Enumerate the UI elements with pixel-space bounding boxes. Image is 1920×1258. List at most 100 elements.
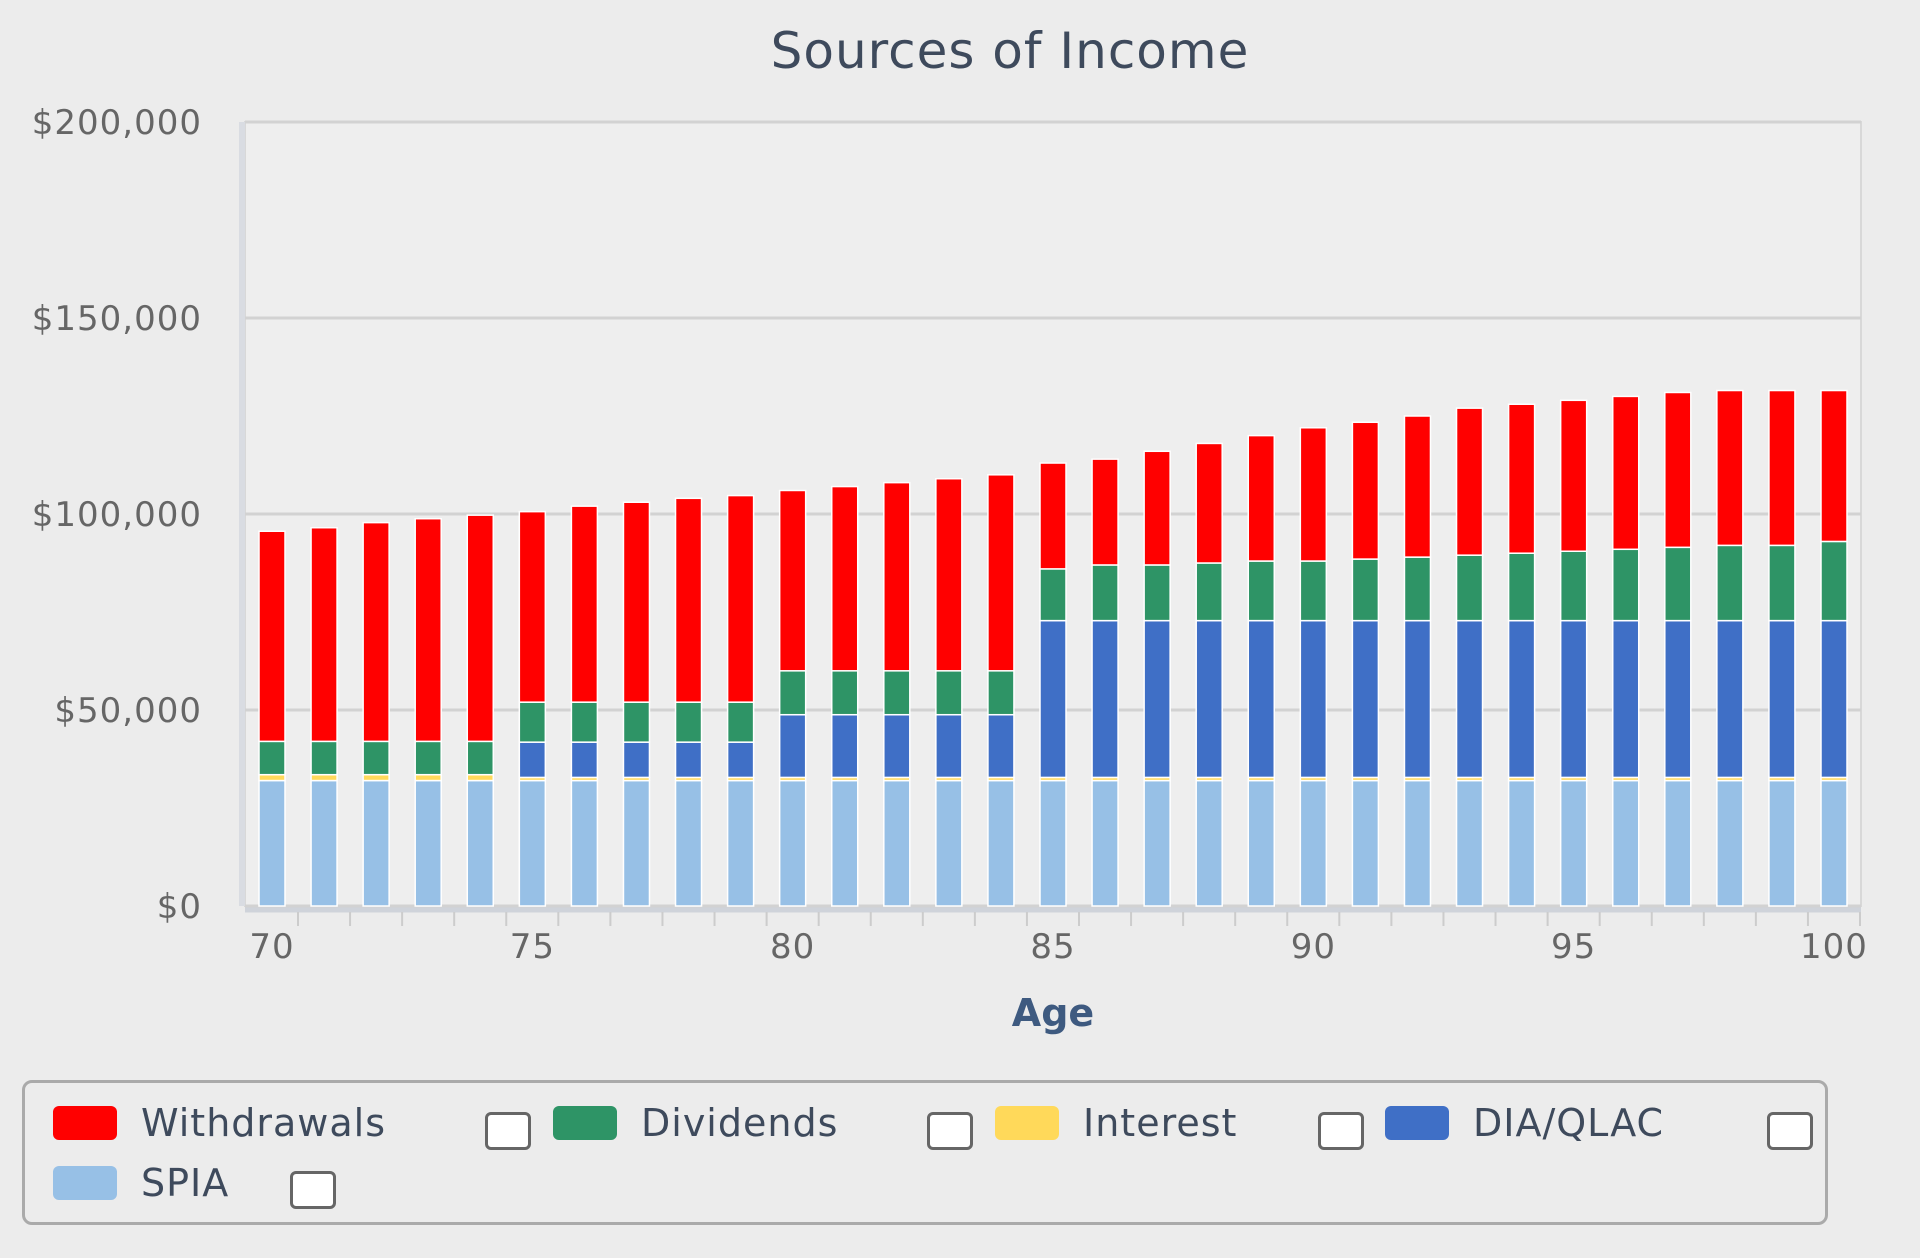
bar-segment-dia-qlac-98 (1716, 619, 1744, 779)
bar-segment-spia-96 (1611, 779, 1640, 907)
dia-qlac-checkbox[interactable] (1767, 1112, 1813, 1150)
interest-checkbox[interactable] (1318, 1112, 1364, 1150)
bar-segment-withdrawals-81 (830, 485, 859, 672)
bar-segment-dividends-76 (570, 701, 599, 743)
bar-segment-dia-qlac-96 (1611, 619, 1640, 779)
bar-segment-dividends-81 (830, 670, 859, 716)
bar-segment-interest-74 (466, 773, 495, 782)
bar-segment-dividends-92 (1403, 556, 1432, 622)
bar-segment-dia-qlac-84 (987, 713, 1015, 779)
legend-label: Withdrawals (141, 1101, 387, 1145)
bar-segment-dia-qlac-95 (1559, 619, 1588, 779)
y-tick-label: $50,000 (54, 691, 202, 731)
bar-segment-withdrawals-74 (466, 514, 495, 743)
bar-segment-interest-72 (362, 773, 390, 782)
legend-item-withdrawals[interactable]: Withdrawals (53, 1101, 386, 1145)
x-tick-label: 80 (770, 927, 815, 967)
bar-segment-dividends-72 (362, 740, 390, 776)
y-tick-label: $150,000 (32, 299, 202, 339)
bar-segment-spia-90 (1299, 779, 1328, 907)
bar-segment-dia-qlac-94 (1507, 619, 1536, 779)
legend: Withdrawals Dividends Interest DIA/QLAC … (22, 1080, 1828, 1225)
legend-label: Interest (1083, 1101, 1238, 1145)
bar-segment-withdrawals-77 (622, 501, 651, 703)
bar-segment-dia-qlac-83 (935, 713, 963, 779)
bar-segment-dia-qlac-97 (1664, 619, 1692, 779)
income-chart: $0 $50,000 $100,000 $150,000 $200,000 70 75 80 8… (32, 103, 1867, 1035)
bar-segment-dividends-94 (1507, 552, 1536, 622)
bar-segment-spia-94 (1507, 779, 1536, 907)
y-tick-label: $0 (157, 887, 202, 927)
bar-segment-dividends-96 (1611, 548, 1640, 622)
bar-segment-withdrawals-89 (1247, 434, 1276, 562)
bar-segment-dividends-80 (778, 670, 807, 716)
bar-segment-withdrawals-75 (518, 510, 547, 703)
bar-segment-dia-qlac-82 (883, 713, 911, 779)
bar-segment-dividends-89 (1247, 560, 1276, 622)
bar-segment-dia-qlac-78 (674, 741, 703, 779)
bar-segment-spia-73 (414, 779, 442, 907)
bar-segment-dividends-77 (622, 701, 651, 743)
bar-segment-spia-97 (1664, 779, 1692, 907)
bar-segment-spia-91 (1351, 779, 1380, 907)
bar-segment-dia-qlac-80 (778, 713, 807, 779)
legend-swatch-dia-qlac (1385, 1106, 1449, 1140)
x-tick-label: 95 (1551, 927, 1596, 967)
legend-item-interest[interactable]: Interest (995, 1101, 1237, 1145)
bar-segment-interest-71 (310, 773, 338, 782)
bar-segment-dividends-84 (987, 670, 1015, 716)
legend-swatch-withdrawals (53, 1106, 117, 1140)
bar-segment-dividends-74 (466, 740, 495, 776)
bar-segment-dividends-90 (1299, 560, 1328, 622)
bar-segment-dia-qlac-89 (1247, 619, 1276, 779)
bar-segment-withdrawals-98 (1716, 389, 1744, 547)
bar-segment-dividends-91 (1351, 558, 1380, 622)
withdrawals-checkbox[interactable] (485, 1112, 531, 1150)
bar-segment-dividends-83 (935, 670, 963, 716)
legend-item-spia[interactable]: SPIA (53, 1161, 229, 1205)
legend-item-dividends[interactable]: Dividends (553, 1101, 838, 1145)
bar-segment-withdrawals-71 (310, 526, 338, 743)
bar-segment-spia-88 (1195, 779, 1223, 907)
legend-item-dia-qlac[interactable]: DIA/QLAC (1385, 1101, 1664, 1145)
bar-segment-withdrawals-92 (1403, 415, 1432, 558)
bar-segment-dividends-95 (1559, 550, 1588, 622)
bar-segment-dia-qlac-79 (726, 741, 755, 779)
bar-segment-dividends-88 (1195, 562, 1223, 622)
bar-segment-withdrawals-79 (726, 494, 755, 703)
x-axis-label: Age (1012, 991, 1094, 1035)
bar-segment-dividends-93 (1455, 554, 1484, 622)
bar-segment-spia-99 (1768, 779, 1796, 907)
bar-segment-withdrawals-78 (674, 497, 703, 703)
spia-checkbox[interactable] (290, 1171, 336, 1209)
legend-label: DIA/QLAC (1473, 1101, 1665, 1145)
bar-segment-dividends-73 (414, 740, 442, 776)
bar-segment-withdrawals-97 (1664, 391, 1692, 549)
bar-segment-spia-82 (883, 779, 911, 907)
bar-segment-dia-qlac-99 (1768, 619, 1796, 779)
bar-segment-withdrawals-91 (1351, 421, 1380, 560)
bar-segment-dividends-98 (1716, 544, 1744, 622)
bar-segment-dividends-86 (1091, 564, 1119, 622)
bar-segment-dia-qlac-75 (518, 741, 547, 779)
bar-segment-withdrawals-83 (935, 477, 963, 672)
bar-segment-spia-92 (1403, 779, 1432, 907)
bar-segment-withdrawals-72 (362, 521, 390, 743)
x-tick-label: 90 (1291, 927, 1336, 967)
dividends-checkbox[interactable] (927, 1112, 973, 1150)
bar-segment-dividends-82 (883, 670, 911, 716)
bar-segment-dividends-87 (1143, 564, 1171, 622)
bar-segment-spia-79 (726, 779, 755, 907)
bar-segment-spia-80 (778, 779, 807, 907)
bar-segment-withdrawals-96 (1611, 395, 1640, 551)
bar-segment-spia-77 (622, 779, 651, 907)
bar-segment-withdrawals-80 (778, 489, 807, 672)
bar-segment-withdrawals-84 (987, 474, 1015, 672)
bar-segment-withdrawals-70 (258, 530, 286, 743)
x-tick-label: 70 (249, 927, 294, 967)
bar-segment-withdrawals-100 (1820, 389, 1848, 543)
bar-segment-dividends-70 (258, 740, 286, 776)
bar-segment-withdrawals-94 (1507, 403, 1536, 554)
bar-segment-dividends-97 (1664, 546, 1692, 622)
bar-segment-dia-qlac-77 (622, 741, 651, 779)
